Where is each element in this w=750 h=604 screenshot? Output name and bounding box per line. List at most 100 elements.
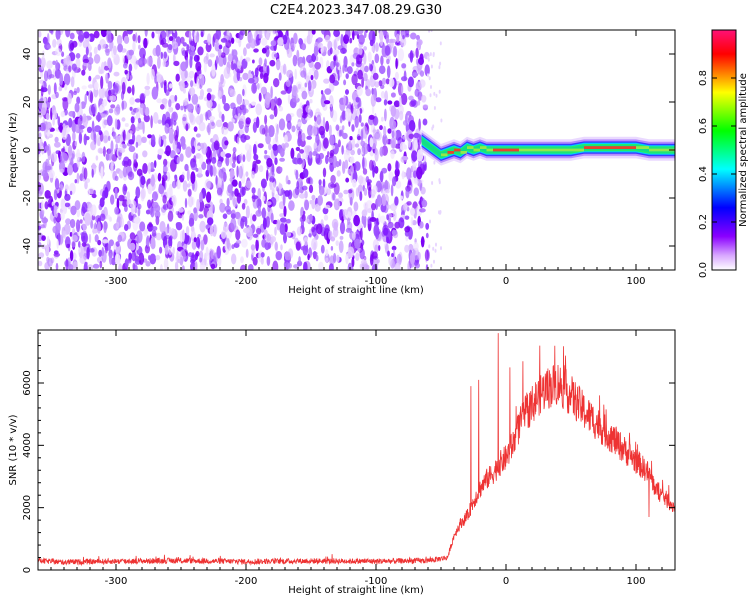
noise-blob (435, 242, 437, 247)
noise-blob (38, 30, 42, 38)
noise-blob (408, 133, 414, 139)
noise-blob (91, 193, 97, 199)
noise-blob (127, 86, 132, 94)
noise-blob (390, 105, 397, 117)
noise-blob (114, 187, 118, 200)
noise-blob (351, 62, 355, 67)
noise-blob (84, 212, 92, 226)
noise-blob (401, 63, 407, 69)
noise-blob (75, 219, 81, 233)
noise-blob (41, 63, 44, 71)
noise-blob (135, 186, 141, 199)
noise-blob (159, 264, 163, 270)
noise-blob (353, 201, 359, 212)
noise-blob (369, 254, 374, 266)
noise-blob (267, 204, 271, 212)
noise-blob (264, 92, 271, 105)
noise-blob (424, 64, 430, 77)
noise-blob (221, 127, 229, 135)
noise-blob (311, 194, 316, 201)
signal-band-core (447, 151, 454, 154)
noise-blob (266, 256, 271, 266)
noise-blob (44, 190, 51, 199)
noise-blob (359, 248, 365, 260)
noise-blob (102, 239, 109, 244)
noise-blob (275, 251, 283, 261)
noise-blob (190, 262, 197, 270)
noise-blob (123, 62, 128, 69)
noise-blob (180, 105, 184, 111)
noise-blob (175, 148, 180, 153)
noise-blob (198, 95, 204, 100)
noise-blob (114, 175, 119, 181)
noise-blob (78, 30, 84, 43)
noise-blob (320, 44, 324, 54)
spectrogram-noise (38, 30, 443, 270)
noise-blob (410, 207, 415, 216)
noise-blob (54, 136, 59, 143)
noise-blob (251, 187, 256, 194)
noise-blob (203, 61, 207, 73)
noise-blob (350, 149, 355, 156)
noise-blob (340, 47, 347, 55)
noise-blob (360, 122, 364, 127)
noise-blob (199, 142, 205, 150)
noise-blob (47, 84, 51, 95)
noise-blob (221, 113, 225, 123)
noise-blob (418, 118, 421, 131)
noise-blob (365, 88, 372, 97)
noise-blob (394, 196, 399, 206)
noise-blob (147, 134, 153, 139)
noise-blob (41, 217, 49, 224)
noise-blob (299, 62, 305, 70)
noise-blob (433, 106, 436, 110)
noise-blob (344, 159, 349, 169)
noise-blob (196, 76, 201, 89)
noise-blob (238, 180, 242, 189)
noise-blob (336, 254, 340, 263)
noise-blob (357, 30, 364, 35)
noise-blob (110, 104, 116, 109)
noise-blob (276, 186, 279, 192)
noise-blob (433, 259, 435, 264)
noise-blob (162, 60, 167, 67)
noise-blob (365, 30, 368, 33)
noise-blob (109, 95, 117, 102)
noise-blob (76, 209, 81, 218)
noise-blob (76, 96, 81, 105)
noise-blob (229, 156, 233, 166)
noise-blob (344, 108, 352, 121)
noise-blob (218, 44, 223, 50)
noise-blob (300, 70, 307, 78)
snr-x-tick-label: 0 (503, 576, 509, 587)
noise-blob (382, 77, 386, 85)
noise-blob (427, 55, 429, 60)
noise-blob (255, 159, 261, 164)
noise-blob (308, 151, 313, 159)
noise-blob (393, 100, 400, 108)
noise-blob (421, 199, 428, 208)
noise-blob (313, 45, 319, 57)
noise-blob (328, 263, 334, 270)
noise-blob (348, 140, 352, 150)
noise-blob (70, 76, 75, 88)
noise-blob (349, 136, 353, 141)
signal-band-core (636, 146, 649, 149)
noise-blob (282, 193, 286, 207)
noise-blob (383, 99, 388, 106)
noise-blob (258, 34, 263, 39)
noise-blob (184, 50, 189, 56)
noise-blob (364, 65, 369, 73)
noise-blob (264, 150, 268, 155)
noise-blob (222, 94, 226, 105)
noise-blob (330, 246, 334, 251)
noise-blob (265, 31, 270, 41)
noise-blob (260, 252, 265, 258)
noise-blob (53, 189, 58, 201)
noise-blob (65, 258, 69, 270)
noise-blob (390, 38, 397, 43)
noise-blob (97, 147, 104, 154)
noise-blob (347, 262, 353, 270)
noise-blob (94, 81, 99, 91)
noise-blob (309, 33, 313, 43)
